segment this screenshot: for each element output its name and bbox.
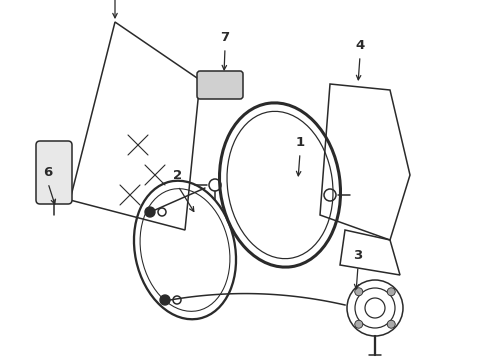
FancyBboxPatch shape	[197, 71, 243, 99]
Text: 1: 1	[295, 136, 305, 149]
FancyBboxPatch shape	[36, 141, 72, 204]
Circle shape	[355, 288, 363, 296]
Circle shape	[387, 288, 395, 296]
Text: 6: 6	[44, 166, 52, 179]
Circle shape	[355, 320, 363, 328]
Circle shape	[145, 207, 155, 217]
Text: 4: 4	[355, 39, 365, 52]
Text: 7: 7	[220, 31, 229, 44]
Circle shape	[387, 320, 395, 328]
Text: 3: 3	[353, 249, 363, 262]
Text: 2: 2	[173, 169, 183, 182]
Circle shape	[160, 295, 170, 305]
